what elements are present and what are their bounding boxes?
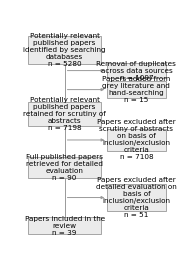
- Text: Full published papers
retrieved for detailed
evaluation
n = 90: Full published papers retrieved for deta…: [26, 154, 103, 181]
- Text: Papers excluded after
scrutiny of abstracts
on basis of
inclusion/exclusion
crit: Papers excluded after scrutiny of abstra…: [97, 119, 176, 160]
- FancyBboxPatch shape: [28, 36, 101, 64]
- FancyBboxPatch shape: [28, 218, 101, 234]
- FancyBboxPatch shape: [107, 63, 166, 78]
- Text: Papers excluded after
detailed evaluation on
basis of
inclusion/exclusion
criter: Papers excluded after detailed evaluatio…: [96, 177, 177, 218]
- FancyBboxPatch shape: [107, 184, 166, 211]
- Text: Potentially relevant
published papers
retained for scrutiny of
abstracts
n = 719: Potentially relevant published papers re…: [23, 97, 106, 131]
- FancyBboxPatch shape: [28, 158, 101, 178]
- Text: Removal of duplicates
across data sources
n = 1097: Removal of duplicates across data source…: [96, 61, 176, 81]
- Text: Potentially relevant
published papers
identified by searching
databases
n = 5280: Potentially relevant published papers id…: [23, 33, 106, 67]
- FancyBboxPatch shape: [28, 102, 101, 125]
- Text: Papers included in the
review
n = 39: Papers included in the review n = 39: [25, 216, 105, 236]
- FancyBboxPatch shape: [107, 81, 166, 98]
- Text: Papers added from
grey literature and
hand-searching
n = 15: Papers added from grey literature and ha…: [102, 76, 170, 103]
- FancyBboxPatch shape: [107, 129, 166, 151]
